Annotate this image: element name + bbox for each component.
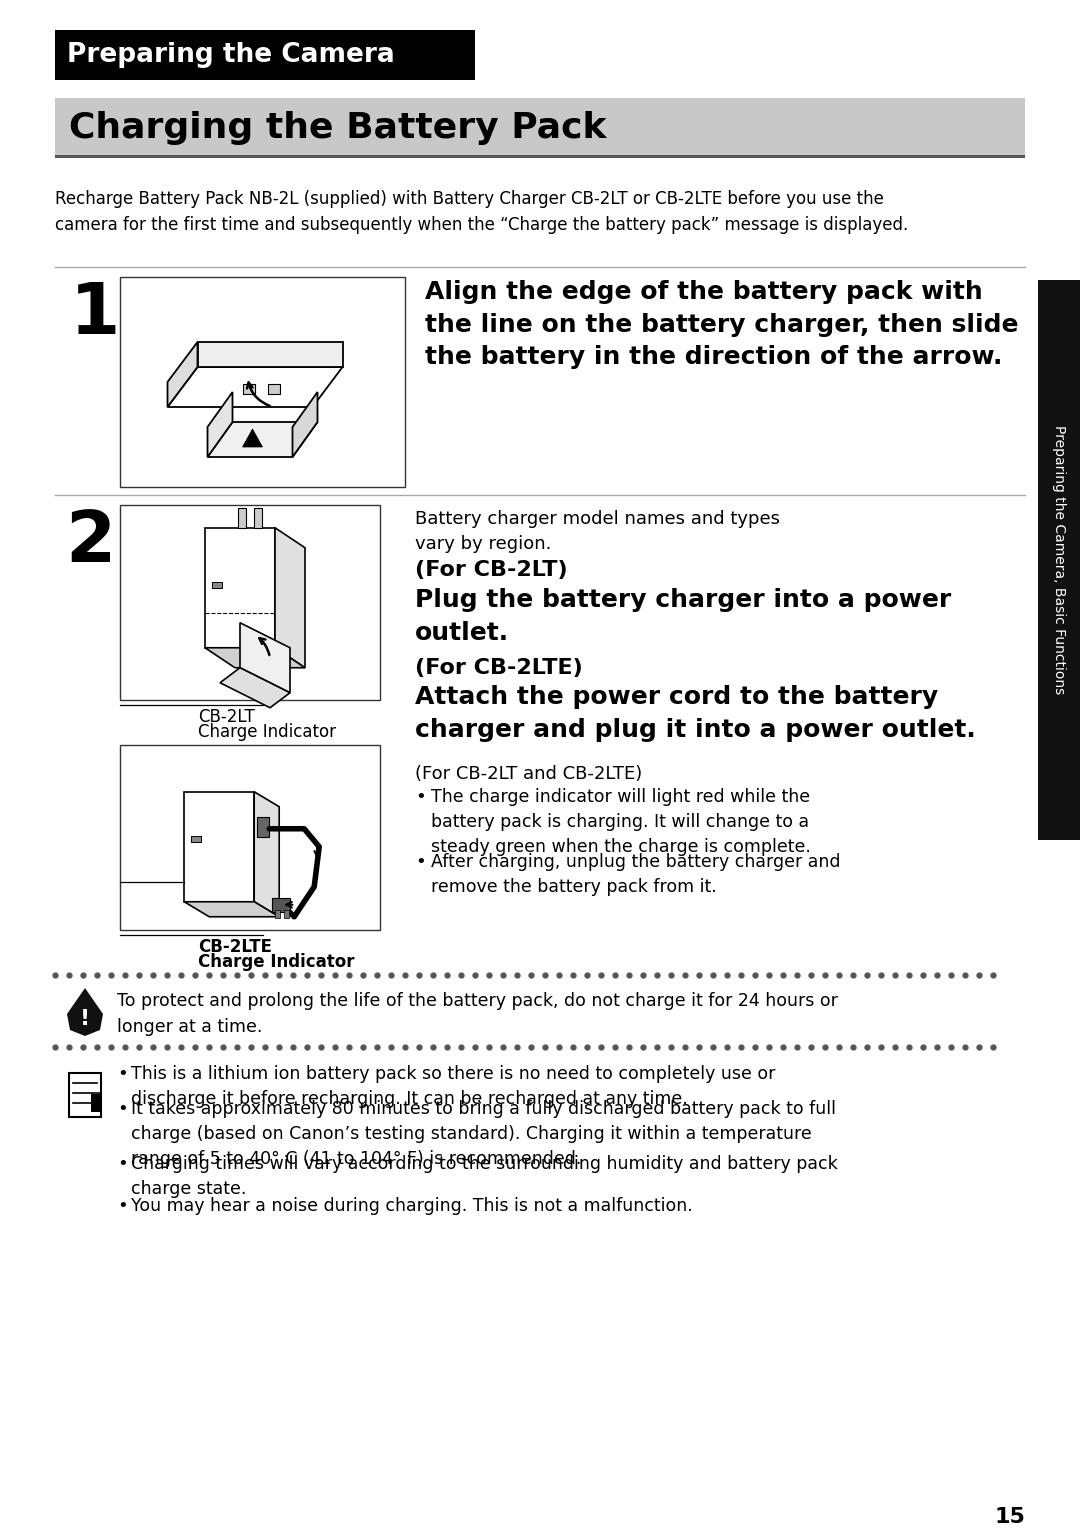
- Text: Preparing the Camera, Basic Functions: Preparing the Camera, Basic Functions: [1052, 425, 1066, 694]
- Polygon shape: [220, 668, 291, 708]
- Polygon shape: [207, 391, 232, 457]
- Text: CB-2LTE: CB-2LTE: [198, 937, 272, 956]
- Polygon shape: [205, 648, 305, 668]
- Bar: [69, 1073, 102, 1118]
- Text: 15: 15: [994, 1508, 1025, 1527]
- Bar: [55, 154, 1025, 157]
- Text: •: •: [415, 787, 426, 806]
- Bar: [191, 836, 201, 842]
- Polygon shape: [205, 528, 275, 648]
- Text: The charge indicator will light red while the
battery pack is charging. It will : The charge indicator will light red whil…: [431, 787, 811, 856]
- Text: It takes approximately 80 minutes to bring a fully discharged battery pack to fu: It takes approximately 80 minutes to bri…: [131, 1099, 836, 1168]
- Bar: [55, 31, 475, 80]
- Text: (For CB-2LT and CB-2LTE): (For CB-2LT and CB-2LTE): [415, 764, 643, 783]
- Polygon shape: [243, 384, 255, 394]
- Bar: [272, 898, 291, 911]
- Bar: [120, 505, 380, 700]
- Text: Charging times will vary according to the surrounding humidity and battery pack
: Charging times will vary according to th…: [131, 1154, 838, 1199]
- Text: (For CB-2LT): (For CB-2LT): [415, 560, 568, 579]
- Polygon shape: [167, 342, 198, 407]
- Bar: [275, 910, 280, 917]
- Text: •: •: [117, 1154, 127, 1173]
- Bar: [212, 581, 222, 587]
- Bar: [120, 745, 380, 930]
- Text: Recharge Battery Pack NB-2L (supplied) with Battery Charger CB-2LT or CB-2LTE be: Recharge Battery Pack NB-2L (supplied) w…: [55, 190, 908, 234]
- Bar: [91, 1095, 102, 1112]
- Bar: [254, 508, 262, 528]
- Text: 2: 2: [65, 508, 116, 576]
- Text: •: •: [117, 1197, 127, 1216]
- Text: This is a lithium ion battery pack so there is no need to completely use or
disc: This is a lithium ion battery pack so th…: [131, 1066, 775, 1109]
- Text: CB-2LT: CB-2LT: [198, 708, 255, 726]
- Bar: [1038, 280, 1080, 839]
- Text: 1: 1: [70, 280, 120, 349]
- Text: Charging the Battery Pack: Charging the Battery Pack: [69, 112, 607, 145]
- Polygon shape: [293, 391, 318, 457]
- Polygon shape: [254, 792, 280, 917]
- Polygon shape: [185, 902, 280, 917]
- Bar: [120, 277, 405, 488]
- Bar: [55, 98, 1025, 157]
- Text: !: !: [80, 1009, 90, 1029]
- Text: Plug the battery charger into a power
outlet.: Plug the battery charger into a power ou…: [415, 589, 951, 645]
- Polygon shape: [240, 622, 291, 693]
- Polygon shape: [185, 792, 254, 902]
- Text: After charging, unplug the battery charger and
remove the battery pack from it.: After charging, unplug the battery charg…: [431, 853, 840, 896]
- Text: Charge Indicator: Charge Indicator: [198, 953, 354, 971]
- Text: Preparing the Camera: Preparing the Camera: [67, 41, 395, 67]
- Polygon shape: [243, 430, 262, 446]
- Text: •: •: [117, 1099, 127, 1118]
- Text: •: •: [117, 1066, 127, 1083]
- Bar: [238, 508, 246, 528]
- Polygon shape: [275, 528, 305, 668]
- Text: You may hear a noise during charging. This is not a malfunction.: You may hear a noise during charging. Th…: [131, 1197, 692, 1216]
- Polygon shape: [268, 384, 280, 394]
- Text: (For CB-2LTE): (For CB-2LTE): [415, 657, 583, 677]
- Polygon shape: [67, 988, 103, 1037]
- Bar: [284, 910, 289, 917]
- Text: To protect and prolong the life of the battery pack, do not charge it for 24 hou: To protect and prolong the life of the b…: [117, 992, 838, 1035]
- Polygon shape: [198, 342, 342, 367]
- Polygon shape: [207, 422, 318, 457]
- Bar: [257, 816, 269, 836]
- Text: Charge Indicator: Charge Indicator: [198, 723, 336, 742]
- Polygon shape: [167, 367, 342, 407]
- Text: •: •: [415, 853, 426, 872]
- Text: Battery charger model names and types
vary by region.: Battery charger model names and types va…: [415, 511, 780, 553]
- Text: Align the edge of the battery pack with
the line on the battery charger, then sl: Align the edge of the battery pack with …: [426, 280, 1018, 368]
- Text: Attach the power cord to the battery
charger and plug it into a power outlet.: Attach the power cord to the battery cha…: [415, 685, 975, 742]
